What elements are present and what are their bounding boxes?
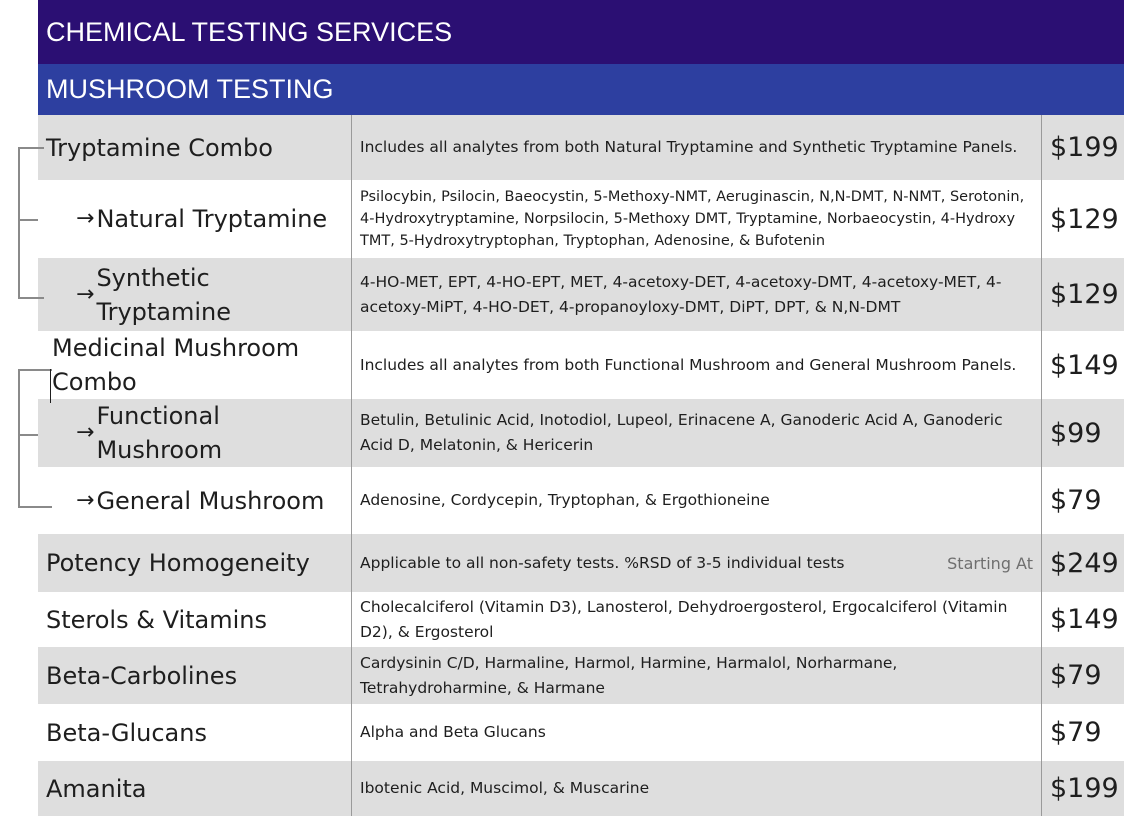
service-price: $199 [1041,761,1124,816]
service-name: → General Mushroom [38,467,351,534]
service-description: Psilocybin, Psilocin, Baeocystin, 5-Meth… [351,180,1041,258]
service-description: Betulin, Betulinic Acid, Inotodiol, Lupe… [351,399,1041,467]
service-description: Includes all analytes from both Natural … [351,115,1041,180]
tryptamine-group-connector [18,147,44,299]
service-price: $79 [1041,704,1124,761]
service-price: $129 [1041,180,1124,258]
table-row: Beta-Carbolines Cardysinin C/D, Harmalin… [38,647,1124,704]
service-name: → Synthetic Tryptamine [76,263,232,326]
table-row: Tryptamine Combo Includes all analytes f… [38,115,1124,180]
arrow-right-icon: → [76,420,95,445]
service-name: → Functional Mushroom [76,402,223,464]
service-price: $149 [1041,331,1124,399]
service-name: Beta-Glucans [46,718,207,747]
service-name: Potency Homogeneity [46,549,310,577]
table-row: Beta-Glucans Alpha and Beta Glucans $79 [38,704,1124,761]
service-description: Cardysinin C/D, Harmaline, Harmol, Harmi… [351,647,1041,704]
service-description: Ibotenic Acid, Muscimol, & Muscarine [351,761,1041,816]
service-price: $99 [1041,399,1124,467]
section-title: MUSHROOM TESTING [38,64,1124,115]
service-name: Medicinal Mushroom Combo [52,334,300,396]
arrow-right-icon: → [76,487,95,513]
service-description: Includes all analytes from both Function… [351,331,1041,399]
service-price: $129 [1041,258,1124,331]
service-description: Adenosine, Cordycepin, Tryptophan, & Erg… [351,467,1041,534]
service-name: Sterols & Vitamins [46,605,268,634]
table-row: Potency Homogeneity Applicable to all no… [38,534,1124,592]
table-row: → General Mushroom Adenosine, Cordycepin,… [38,467,1124,534]
price-sheet: CHEMICAL TESTING SERVICES MUSHROOM TESTI… [38,0,1124,816]
table-row: → Synthetic Tryptamine 4-HO-MET, EPT, 4-H… [38,258,1124,331]
mushroom-group-connector [18,369,52,508]
service-description: Applicable to all non-safety tests. %RSD… [351,534,1041,592]
service-description: 4-HO-MET, EPT, 4-HO-EPT, MET, 4-acetoxy-… [351,258,1041,331]
service-name: Tryptamine Combo [46,133,273,162]
table-row: Medicinal Mushroom Combo Includes all an… [38,331,1124,399]
table-row: → Functional Mushroom Betulin, Betulinic … [38,399,1124,467]
arrow-right-icon: → [76,206,95,231]
arrow-right-icon: → [76,281,95,307]
service-price: $79 [1041,647,1124,704]
text-cursor [50,369,51,403]
starting-at-note: Starting At [947,553,1033,573]
table-row: Sterols & Vitamins Cholecalciferol (Vita… [38,592,1124,647]
service-price: $199 [1041,115,1124,180]
service-name: Amanita [46,774,147,803]
service-description: Cholecalciferol (Vitamin D3), Lanosterol… [351,592,1041,647]
service-name: Beta-Carbolines [46,661,238,690]
page-title: CHEMICAL TESTING SERVICES [38,0,1124,64]
table-row: → Natural Tryptamine Psilocybin, Psilocin… [38,180,1124,258]
table-row: Amanita Ibotenic Acid, Muscimol, & Musca… [38,761,1124,816]
service-price: $149 [1041,592,1124,647]
service-price: $79 [1041,467,1124,534]
connector-branch [18,219,38,221]
connector-branch [18,434,38,436]
service-price: $249 [1041,534,1124,592]
service-name: → Natural Tryptamine [38,180,351,258]
service-description: Alpha and Beta Glucans [351,704,1041,761]
